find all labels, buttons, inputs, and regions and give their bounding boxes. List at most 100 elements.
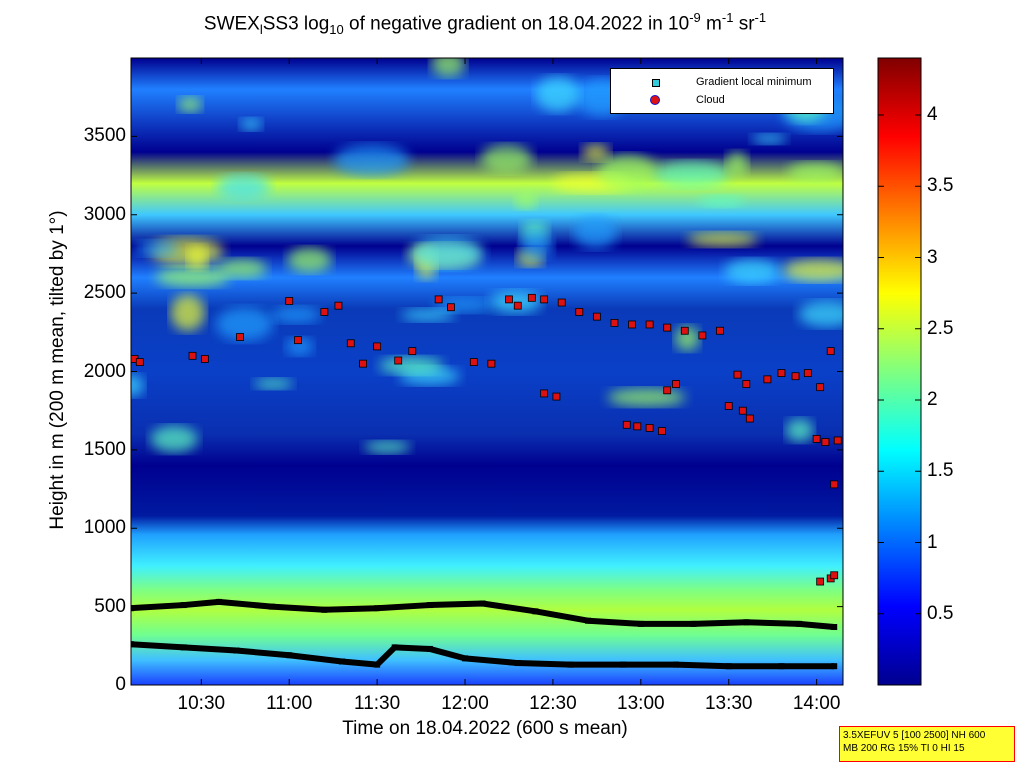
gradient-marker xyxy=(215,598,222,605)
cloud-marker xyxy=(469,358,478,366)
cloud-marker xyxy=(738,406,747,415)
gradient-trace-line xyxy=(131,641,835,670)
y-tick-label: 1500 xyxy=(83,438,126,460)
y-tick-marks xyxy=(131,135,843,686)
gradient-traces xyxy=(131,598,838,670)
cloud-marker xyxy=(672,380,680,388)
cloud-marker xyxy=(645,320,654,329)
cloud-marker xyxy=(513,301,522,310)
cloud-marker xyxy=(334,301,343,310)
cloud-marker xyxy=(830,480,839,489)
gradient-marker xyxy=(637,620,644,627)
gradient-marker xyxy=(532,608,539,615)
cloud-marker xyxy=(698,331,707,340)
x-tick-label: 12:00 xyxy=(441,693,489,714)
heatmap-blob xyxy=(519,231,553,260)
cloud-marker xyxy=(826,347,835,356)
cloud-marker xyxy=(527,293,536,302)
y-tick-label: 500 xyxy=(94,595,126,617)
cloud-marker xyxy=(346,339,355,348)
gradient-marker xyxy=(286,652,293,659)
x-tick-label: 10:30 xyxy=(177,693,226,714)
colorbar-tick-label: 2 xyxy=(927,389,938,410)
heatmap-blob xyxy=(687,232,758,247)
heatmap-blob xyxy=(170,294,205,331)
y-tick-label: 1000 xyxy=(83,517,126,539)
cloud-marker xyxy=(394,356,403,365)
cloud-marker xyxy=(505,295,513,304)
cloud-marker xyxy=(188,351,197,360)
gradient-marker xyxy=(796,620,803,627)
cloud-marker xyxy=(294,336,302,345)
cloud-marker xyxy=(610,319,619,327)
gradient-marker xyxy=(514,660,521,667)
x-axis-label: Time on 18.04.2022 (600 s mean) xyxy=(342,718,628,739)
heatmap-blob xyxy=(254,378,293,390)
cloud-marker xyxy=(716,326,724,335)
cloud-marker xyxy=(777,369,786,377)
heatmap-blob xyxy=(726,151,748,178)
title-part2: SS3 log xyxy=(262,13,330,35)
gradient-marker xyxy=(743,619,750,626)
colorbar-tick-label: 3.5 xyxy=(927,175,954,197)
gradient-marker xyxy=(778,663,785,670)
infobox-line1: 3.5XEFUV 5 [100 2500] NH 600 xyxy=(843,730,986,741)
heatmap-blob xyxy=(698,194,745,208)
cloud-marker xyxy=(373,342,382,351)
title-sub2: 10 xyxy=(329,22,344,38)
heatmap-blob xyxy=(177,96,203,113)
heatmap-blob xyxy=(724,259,780,284)
title-sup1: -9 xyxy=(689,10,701,25)
gradient-marker xyxy=(585,617,592,624)
colorbar-tick-marks xyxy=(878,114,921,615)
heatmap-blob xyxy=(410,237,484,269)
cloud-marker xyxy=(733,370,742,379)
chart-title: SWEXlSS3 log10 of negative gradient on 1… xyxy=(0,10,970,37)
cloud-marker xyxy=(742,380,751,388)
infobox-line2: MB 200 RG 15% TI 0 HI 15 xyxy=(843,743,965,754)
heatmap-blob xyxy=(271,306,321,324)
colorbar xyxy=(877,57,922,686)
title-sub1: l xyxy=(259,22,263,38)
heatmap-blob xyxy=(751,133,788,145)
y-tick-label: 3000 xyxy=(83,203,126,225)
gradient-marker xyxy=(426,645,433,652)
heatmap-blob xyxy=(581,144,610,161)
heatmap-blob xyxy=(379,356,444,375)
heatmap-blob xyxy=(798,300,843,328)
heatmap-blob xyxy=(535,76,580,112)
gradient-marker xyxy=(268,603,275,610)
title-part1: SWEX xyxy=(203,13,260,35)
cloud-marker xyxy=(575,308,584,316)
title-part3: of negative gradient on 18.04.2022 in 10 xyxy=(343,13,690,35)
colorbar-tick-label: 2.5 xyxy=(927,317,954,339)
heatmap-blob xyxy=(782,259,843,282)
heatmap-blob xyxy=(187,245,208,270)
cloud-marker xyxy=(816,577,825,586)
legend-gradient-label: Gradient local minimum xyxy=(696,76,812,88)
cloud-markers xyxy=(131,293,842,586)
heatmap-blob xyxy=(215,307,274,341)
cloud-marker xyxy=(622,420,631,429)
gradient-marker xyxy=(131,605,134,612)
heatmap-blob xyxy=(400,308,456,322)
cloud-marker xyxy=(408,347,417,356)
legend-cloud-label: Cloud xyxy=(696,94,725,106)
gradient-marker xyxy=(374,661,381,668)
gradient-marker xyxy=(567,661,574,668)
gradient-marker xyxy=(426,602,433,609)
title-sup2: -1 xyxy=(721,10,734,25)
heatmap-blob xyxy=(431,58,466,77)
title-sup3: -1 xyxy=(754,10,767,25)
heatmap-blob xyxy=(787,162,843,183)
gradient-marker xyxy=(233,647,240,654)
x-tick-label: 12:30 xyxy=(529,693,577,714)
gradient-marker xyxy=(180,644,187,651)
heatmap-blob xyxy=(131,374,145,397)
cloud-marker xyxy=(821,438,830,446)
gradient-marker xyxy=(131,641,134,648)
gradient-marker xyxy=(391,644,398,651)
x-tick-label: 11:30 xyxy=(354,693,401,714)
cloud-marker xyxy=(552,392,561,401)
